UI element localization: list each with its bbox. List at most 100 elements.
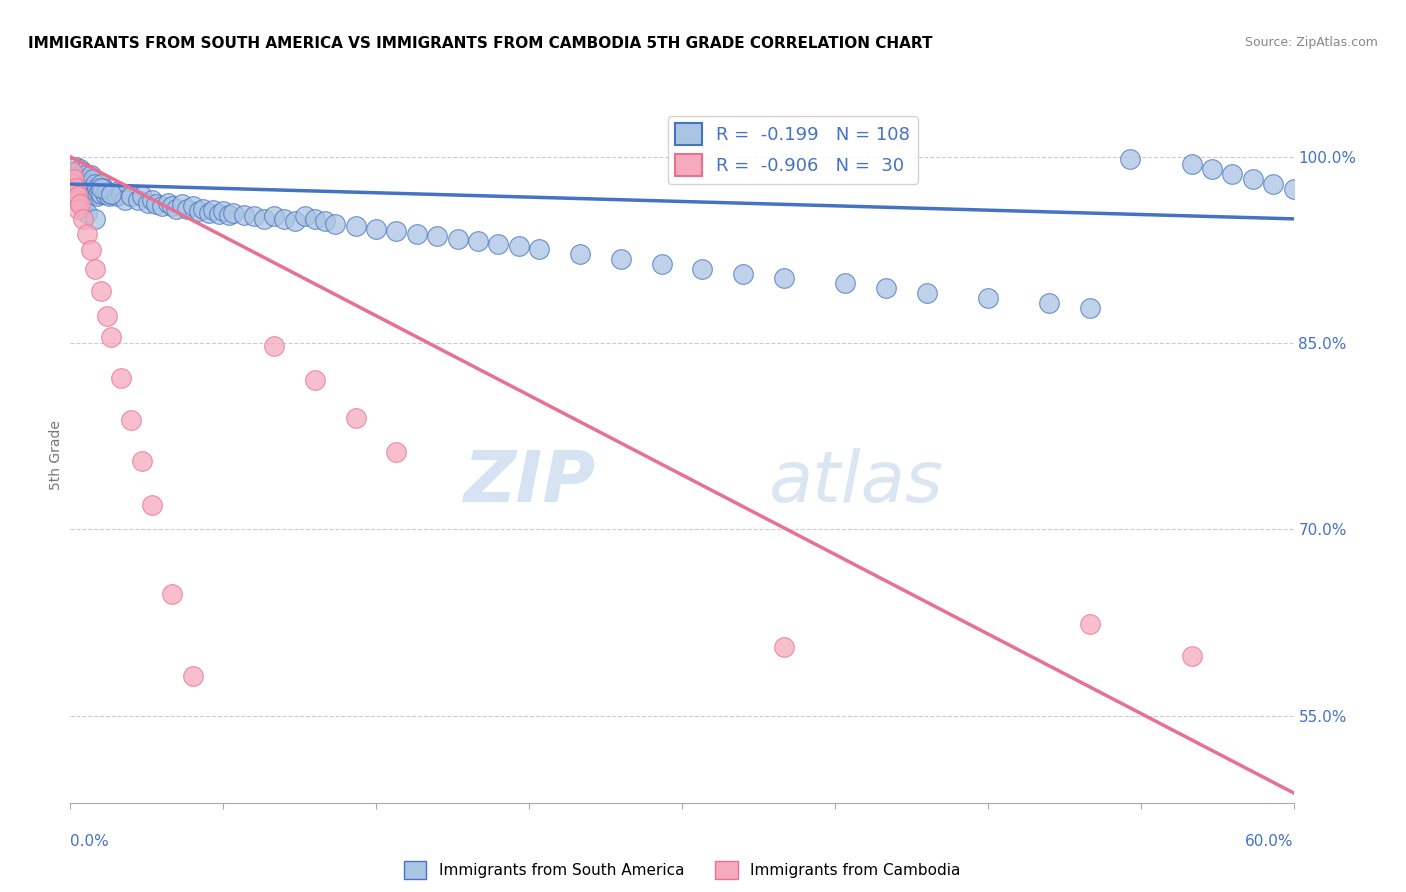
- Point: [60, 164, 83, 178]
- Point: [1282, 182, 1305, 196]
- Point: [79, 187, 103, 202]
- Point: [67, 202, 90, 216]
- Point: [447, 232, 470, 246]
- Point: [104, 185, 127, 199]
- Point: [294, 210, 316, 224]
- Point: [243, 210, 266, 224]
- Point: [65, 160, 87, 174]
- Point: [131, 189, 153, 203]
- Point: [650, 257, 673, 271]
- Point: [105, 189, 128, 203]
- Point: [67, 175, 90, 189]
- Point: [60, 181, 83, 195]
- Point: [314, 214, 336, 228]
- Point: [232, 208, 254, 222]
- Point: [1078, 616, 1101, 631]
- Point: [222, 205, 245, 219]
- Text: ZIP: ZIP: [464, 449, 596, 517]
- Point: [406, 227, 429, 241]
- Point: [82, 181, 104, 195]
- Point: [63, 172, 86, 186]
- Point: [96, 185, 118, 199]
- Point: [263, 338, 285, 352]
- Point: [212, 204, 235, 219]
- Point: [79, 243, 103, 257]
- Text: IMMIGRANTS FROM SOUTH AMERICA VS IMMIGRANTS FROM CAMBODIA 5TH GRADE CORRELATION : IMMIGRANTS FROM SOUTH AMERICA VS IMMIGRA…: [28, 36, 932, 51]
- Point: [72, 164, 94, 178]
- Point: [1078, 301, 1101, 316]
- Text: atlas: atlas: [768, 449, 942, 517]
- Point: [90, 187, 112, 202]
- Point: [977, 291, 1000, 305]
- Point: [100, 330, 122, 344]
- Point: [467, 234, 489, 248]
- Point: [181, 669, 204, 683]
- Point: [90, 284, 112, 298]
- Point: [273, 211, 295, 226]
- Point: [110, 371, 132, 385]
- Point: [1201, 162, 1223, 177]
- Point: [69, 181, 91, 195]
- Point: [76, 227, 98, 241]
- Point: [127, 193, 149, 207]
- Point: [529, 242, 551, 256]
- Point: [692, 261, 714, 276]
- Point: [79, 169, 103, 183]
- Point: [79, 177, 103, 191]
- Point: [208, 207, 231, 221]
- Point: [114, 193, 136, 207]
- Point: [136, 195, 159, 210]
- Point: [191, 202, 214, 216]
- Point: [263, 210, 285, 224]
- Point: [87, 185, 110, 199]
- Point: [76, 172, 98, 186]
- Point: [253, 211, 276, 226]
- Point: [1263, 177, 1285, 191]
- Point: [141, 193, 163, 207]
- Point: [1119, 153, 1142, 167]
- Point: [65, 193, 87, 207]
- Point: [72, 175, 94, 189]
- Point: [60, 177, 83, 191]
- Point: [172, 197, 194, 211]
- Point: [76, 181, 98, 195]
- Point: [222, 836, 245, 850]
- Point: [73, 187, 96, 202]
- Point: [67, 193, 90, 207]
- Point: [344, 219, 367, 234]
- Point: [76, 205, 98, 219]
- Point: [72, 199, 94, 213]
- Point: [96, 309, 118, 323]
- Text: Source: ZipAtlas.com: Source: ZipAtlas.com: [1244, 36, 1378, 49]
- Point: [508, 239, 530, 253]
- Point: [218, 208, 240, 222]
- Text: 0.0%: 0.0%: [70, 834, 110, 849]
- Point: [284, 214, 307, 228]
- Point: [77, 175, 100, 189]
- Point: [94, 187, 117, 202]
- Point: [426, 229, 449, 244]
- Point: [69, 172, 91, 186]
- Point: [304, 211, 326, 226]
- Point: [1241, 172, 1264, 186]
- Point: [91, 181, 114, 195]
- Point: [121, 189, 143, 203]
- Point: [65, 177, 87, 191]
- Point: [1038, 296, 1060, 310]
- Point: [86, 181, 108, 195]
- Point: [67, 189, 90, 203]
- Point: [69, 162, 91, 177]
- Point: [121, 413, 143, 427]
- Point: [83, 187, 105, 202]
- Point: [69, 197, 91, 211]
- Point: [610, 252, 633, 266]
- Point: [145, 197, 167, 211]
- Point: [72, 211, 94, 226]
- Point: [100, 187, 122, 202]
- Point: [733, 267, 755, 281]
- Point: [150, 199, 173, 213]
- Point: [304, 373, 326, 387]
- Point: [65, 181, 87, 195]
- Point: [63, 185, 86, 199]
- Point: [141, 498, 163, 512]
